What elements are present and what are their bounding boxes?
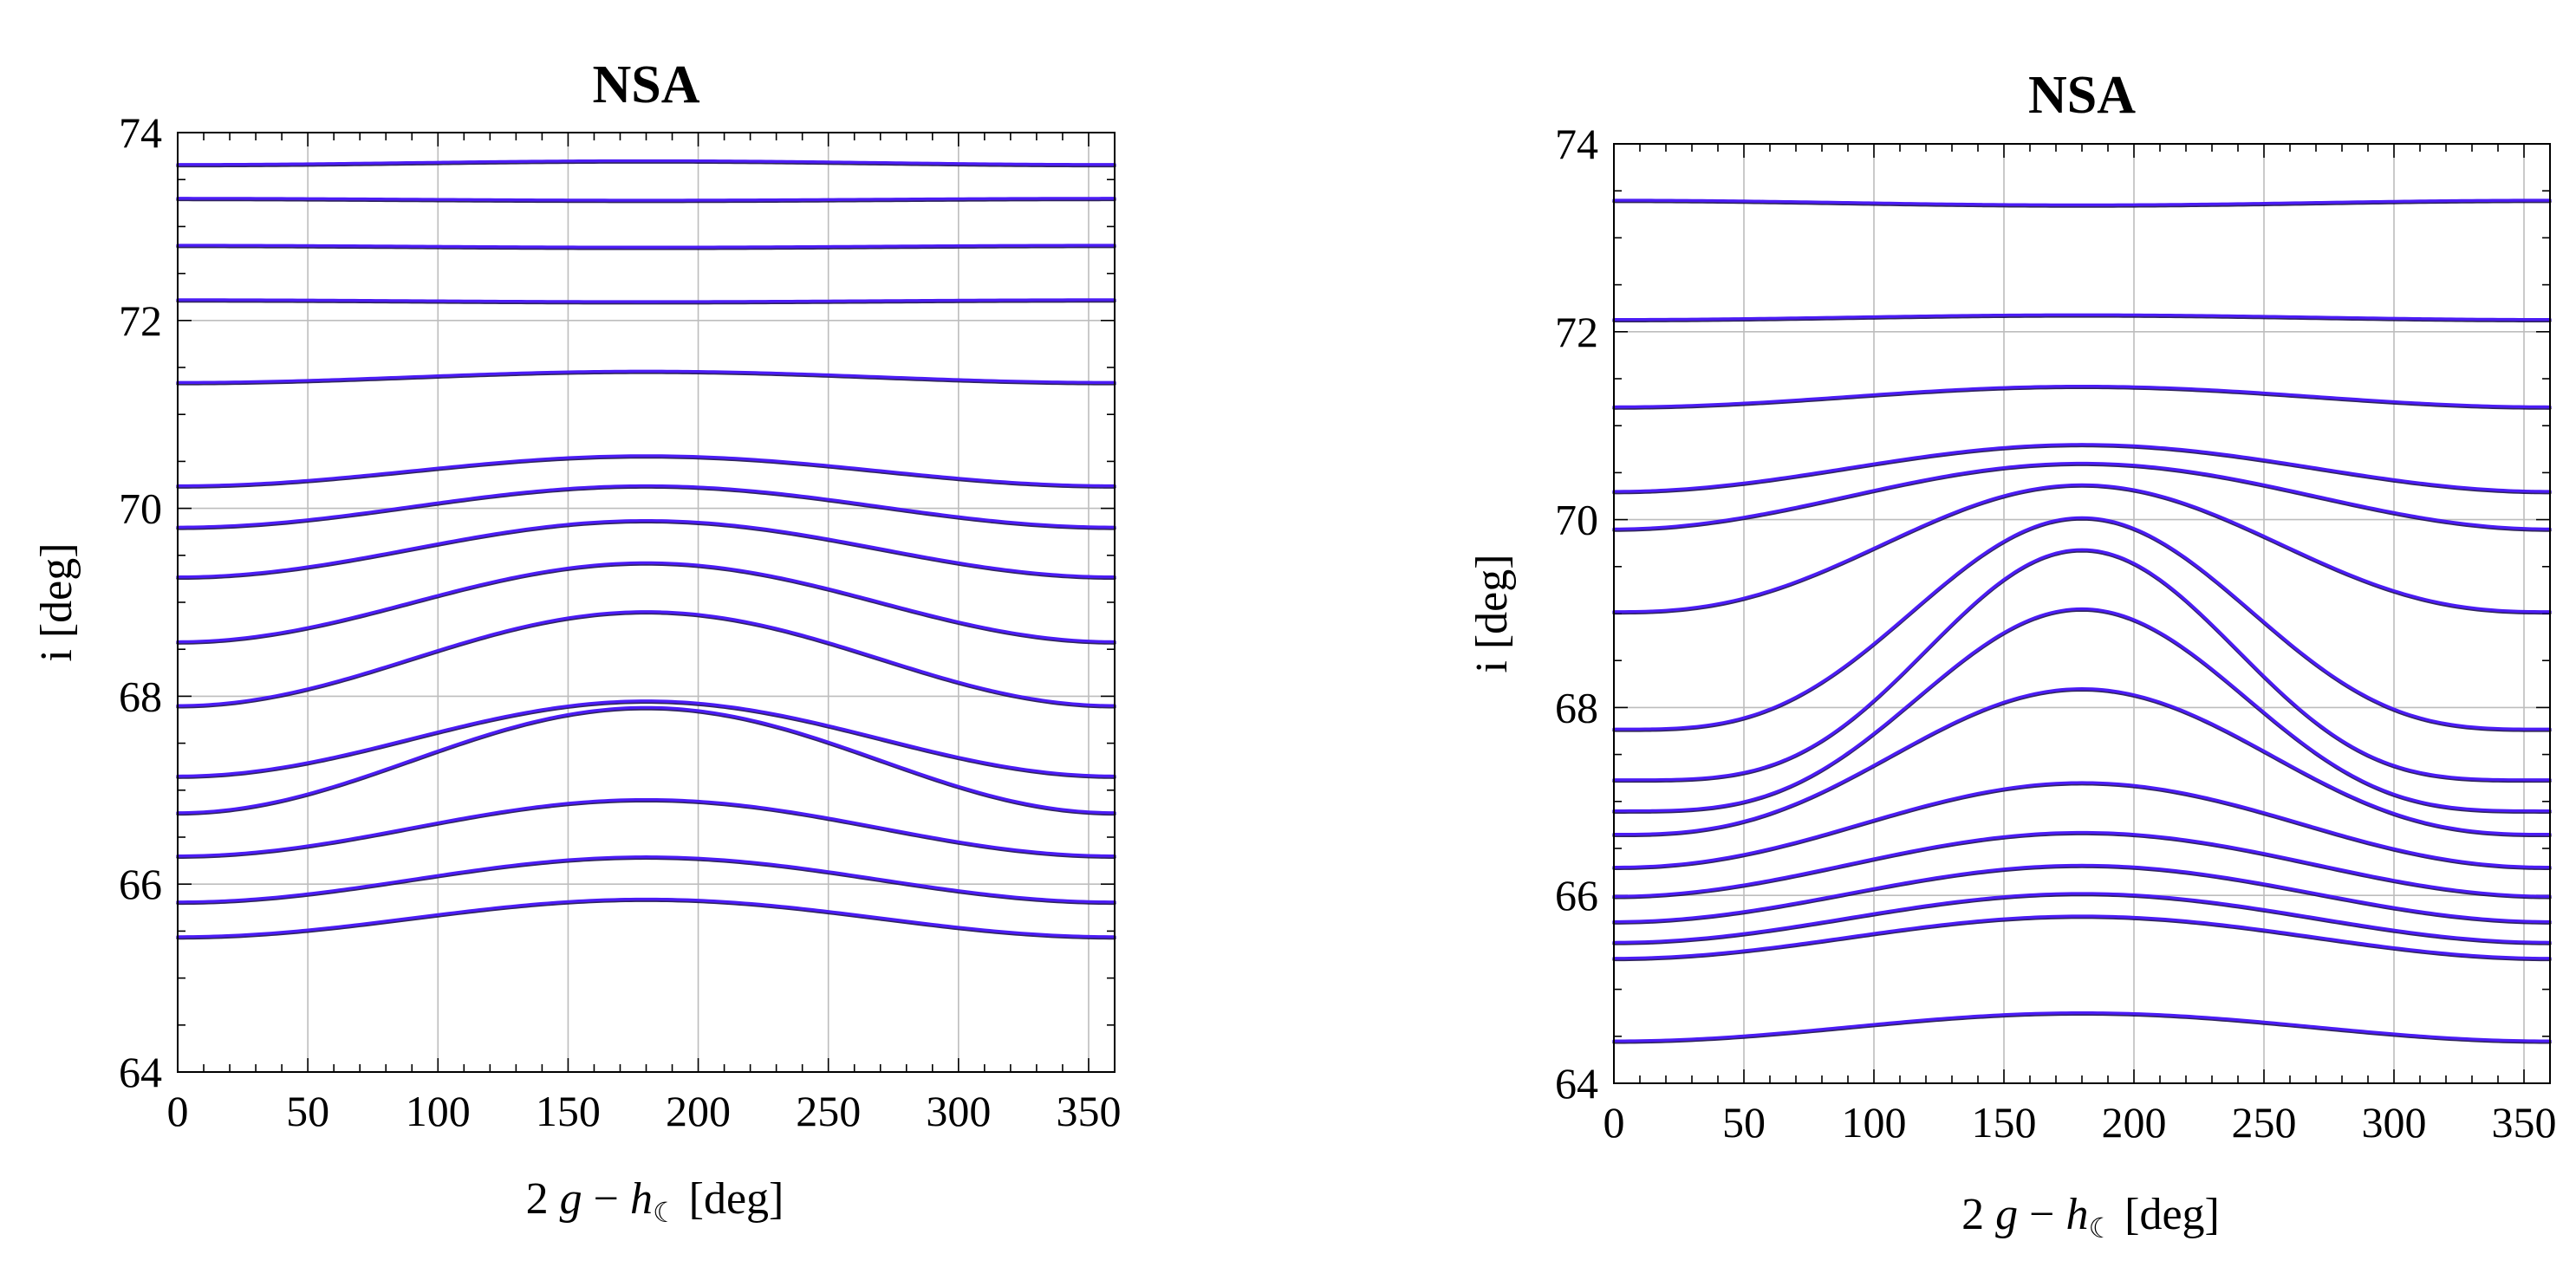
y-axis-label: i [deg] (1467, 554, 1517, 672)
y-tick-label: 70 (1555, 496, 1598, 544)
y-tick-label: 72 (1555, 308, 1598, 356)
y-tick-label: 66 (1555, 871, 1598, 919)
plot-frame (1613, 143, 2551, 1084)
series-line-shadow (1612, 688, 2552, 838)
series-line-curve-11 (176, 705, 1116, 815)
y-tick-label: 66 (119, 860, 162, 908)
series-line-shadow (176, 799, 1116, 859)
x-tick-label: 300 (926, 1087, 991, 1135)
y-tick-label: 72 (119, 296, 162, 345)
series-line-curve-3 (176, 244, 1116, 249)
series-line-curve-1 (1612, 198, 2552, 207)
y-tick-label: 74 (119, 108, 162, 157)
y-tick-label: 68 (119, 672, 162, 720)
right-chart-panel: 0 50 100 150 200 250 300 350 64 66 68 70 72 74 NSA 2 g … (1467, 66, 2557, 1244)
y-tick-label: 68 (1555, 683, 1598, 731)
series-line-curve-9 (1612, 607, 2552, 813)
series-line-shadow (1612, 915, 2552, 962)
x-tick-label: 100 (406, 1087, 471, 1135)
series-line-shadow (176, 856, 1116, 906)
x-tick-label: 200 (2102, 1098, 2167, 1147)
series-line-curve-7 (176, 484, 1116, 529)
series-line-shadow (176, 520, 1116, 581)
y-tick-label: 70 (119, 484, 162, 533)
chart-title: NSA (592, 55, 699, 114)
series-line-curve-4 (1612, 443, 2552, 493)
series-line-curve-5 (1612, 461, 2552, 531)
series-line-curve-6 (1612, 483, 2552, 614)
series-line-shadow (1612, 893, 2552, 945)
x-tick-label: 150 (536, 1087, 601, 1135)
series-line-curve-8 (176, 518, 1116, 579)
series-group (176, 159, 1116, 940)
series-line-shadow (176, 700, 1116, 779)
series-line-curve-12 (1612, 830, 2552, 898)
series-line-curve-13 (1612, 863, 2552, 924)
x-tick-label: 50 (1722, 1098, 1766, 1147)
series-line-curve-10 (1612, 687, 2552, 836)
series-line-curve-5 (176, 369, 1116, 385)
series-line-shadow (176, 371, 1116, 386)
tick-marks (1613, 143, 2551, 1084)
series-line-curve-15 (1612, 914, 2552, 960)
series-line-curve-9 (176, 561, 1116, 644)
series-line-curve-1 (176, 159, 1116, 166)
series-line-shadow (176, 455, 1116, 489)
x-tick-label: 0 (1603, 1098, 1625, 1147)
x-tick-label: 150 (1972, 1098, 2037, 1147)
series-line-curve-15 (176, 897, 1116, 939)
gridlines (1613, 143, 2550, 1084)
left-chart-panel: 0 50 100 150 200 250 300 350 64 66 68 70 72 74 NSA 2 g … (32, 55, 1121, 1228)
series-line-curve-4 (176, 298, 1116, 303)
series-line-curve-12 (176, 699, 1116, 778)
series-line-curve-6 (176, 454, 1116, 488)
y-axis-label: i [deg] (32, 543, 81, 661)
series-line-curve-3 (1612, 384, 2552, 409)
x-tick-label: 100 (1842, 1098, 1907, 1147)
series-line-shadow (1612, 386, 2552, 410)
series-line-shadow (1612, 549, 2552, 783)
x-axis-label: 2 g − h☾ [deg] (1961, 1190, 2220, 1244)
series-line-curve-14 (1612, 892, 2552, 945)
series-line-shadow (176, 899, 1116, 940)
x-tick-label: 300 (2362, 1098, 2427, 1147)
x-tick-label: 50 (286, 1087, 329, 1135)
x-tick-label: 350 (2492, 1098, 2557, 1147)
series-line-shadow (1612, 1012, 2552, 1044)
series-line-curve-14 (176, 855, 1116, 904)
series-line-curve-2 (1612, 313, 2552, 322)
series-line-curve-7 (1612, 516, 2552, 731)
series-line-curve-16 (1612, 1010, 2552, 1043)
chart-title: NSA (2028, 66, 2136, 125)
series-group (1612, 198, 2552, 1044)
x-tick-label: 0 (167, 1087, 189, 1135)
x-tick-label: 350 (1056, 1087, 1121, 1135)
series-line-curve-2 (176, 197, 1116, 202)
y-tick-label: 64 (1555, 1059, 1598, 1108)
tick-marks (177, 132, 1116, 1073)
y-tick-label: 64 (119, 1048, 162, 1096)
series-line-curve-13 (176, 797, 1116, 858)
series-line-curve-10 (176, 610, 1116, 707)
x-tick-label: 250 (2232, 1098, 2297, 1147)
series-line-shadow (1612, 783, 2552, 870)
series-line-shadow (176, 562, 1116, 645)
x-tick-label: 250 (796, 1087, 861, 1135)
y-tick-label: 74 (1555, 120, 1598, 168)
x-axis-label: 2 g − h☾ [deg] (526, 1174, 784, 1228)
x-tick-label: 200 (666, 1087, 731, 1135)
series-line-curve-8 (1612, 548, 2552, 782)
series-line-curve-11 (1612, 781, 2552, 869)
plot-frame (177, 132, 1116, 1073)
